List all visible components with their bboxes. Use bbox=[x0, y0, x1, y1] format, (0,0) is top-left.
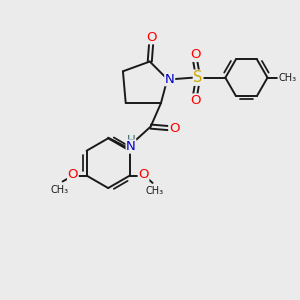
Text: CH₃: CH₃ bbox=[278, 73, 296, 83]
Text: S: S bbox=[194, 70, 203, 85]
Text: CH₃: CH₃ bbox=[51, 185, 69, 195]
Text: CH₃: CH₃ bbox=[146, 186, 164, 196]
Text: O: O bbox=[190, 94, 200, 107]
Text: O: O bbox=[68, 168, 78, 181]
Text: N: N bbox=[165, 73, 175, 85]
Text: O: O bbox=[146, 31, 157, 44]
Text: O: O bbox=[138, 168, 149, 181]
Text: N: N bbox=[126, 140, 136, 153]
Text: O: O bbox=[169, 122, 179, 135]
Text: O: O bbox=[190, 48, 200, 61]
Text: H: H bbox=[127, 134, 135, 147]
